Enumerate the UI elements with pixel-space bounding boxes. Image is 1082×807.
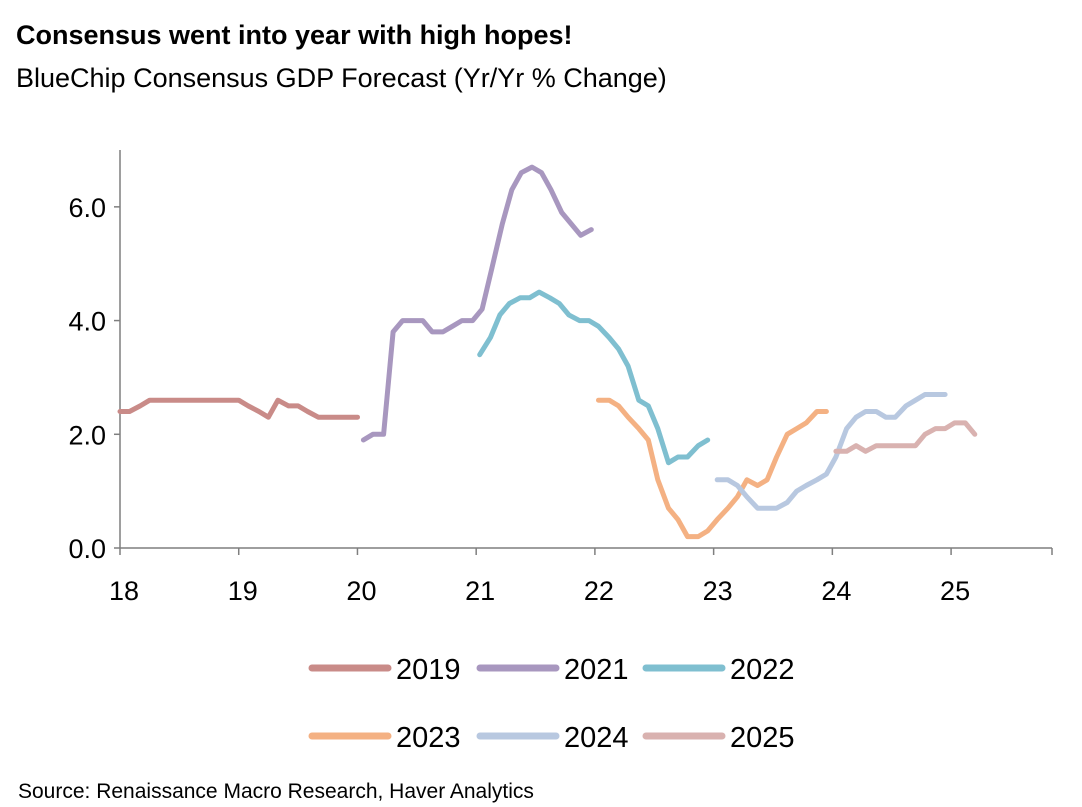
x-tick-label: 25: [940, 576, 970, 606]
x-tick-label: 23: [703, 576, 733, 606]
y-tick-label: 2.0: [68, 420, 106, 450]
series-line-2023: [596, 397, 829, 540]
y-tick-label: 4.0: [68, 307, 106, 337]
series-line-2021: [360, 164, 594, 443]
chart-legend: 2019 2021 2022 2023 2024 2025: [308, 654, 795, 754]
series-line-2025: [833, 420, 978, 454]
y-tick-label: 0.0: [68, 534, 106, 564]
series-line-2019: [117, 397, 360, 420]
legend-label-2022: 2022: [730, 654, 795, 686]
gdp-forecast-chart: 0.02.04.06.018 19 20 21 22 23 24 25 2019 2021 202…: [68, 150, 1053, 754]
source-note: Source: Renaissance Macro Research, Have…: [18, 780, 534, 803]
x-tick-label: 18: [109, 576, 139, 606]
chart-series: [117, 164, 978, 540]
x-tick-label: 21: [465, 576, 495, 606]
chart-title: Consensus went into year with high hopes…: [16, 20, 573, 50]
legend-label-2025: 2025: [730, 722, 795, 754]
series-line-2022: [477, 289, 711, 466]
legend-label-2021: 2021: [564, 654, 629, 686]
chart-axes: 0.0 2.0 4.0 6.0 18 19 20 21 22 23 24 25: [68, 150, 1053, 606]
series-line-2024: [714, 392, 948, 511]
x-tick-label: 22: [584, 576, 614, 606]
x-tick-label: 19: [228, 576, 258, 606]
legend-label-2023: 2023: [396, 722, 461, 754]
x-tick-label: 20: [346, 576, 376, 606]
y-tick-label: 6.0: [68, 193, 106, 223]
x-tick-label: 24: [821, 576, 851, 606]
legend-label-2024: 2024: [564, 722, 629, 754]
legend-label-2019: 2019: [396, 654, 461, 686]
chart-subtitle: BlueChip Consensus GDP Forecast (Yr/Yr %…: [16, 63, 667, 93]
